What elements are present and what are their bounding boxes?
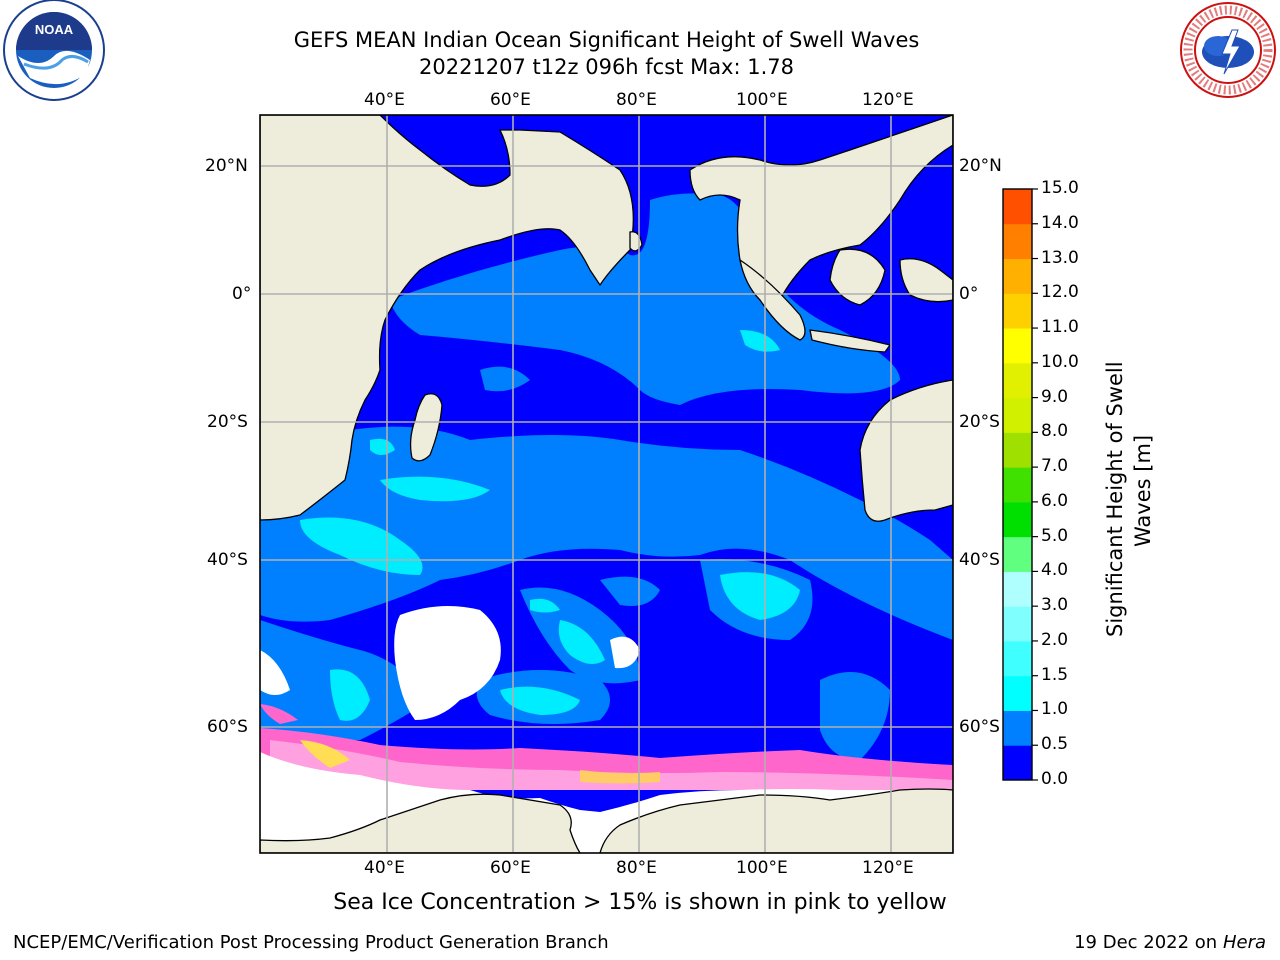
colorbar-segment (1003, 467, 1032, 503)
chart-title: GEFS MEAN Indian Ocean Significant Heigh… (293, 28, 920, 52)
lon-tick-top: 60°E (490, 90, 531, 110)
colorbar-segment (1003, 571, 1032, 607)
lon-tick-top: 80°E (616, 90, 657, 110)
lat-tick-right: 60°S (959, 717, 1000, 737)
sea-ice-note: Sea Ice Concentration > 15% is shown in … (333, 890, 947, 915)
colorbar-segment (1003, 432, 1032, 468)
lon-tick-bottom: 40°E (364, 858, 405, 878)
lon-tick-top: 120°E (862, 90, 914, 110)
colorbar-tick-label: 15.0 (1041, 178, 1079, 198)
colorbar-tick-label: 10.0 (1041, 351, 1079, 372)
footer-date: 19 Dec 2022 on Hera (1074, 932, 1266, 953)
footer-branch: NCEP/EMC/Verification Post Processing Pr… (13, 932, 609, 953)
map-frame (259, 114, 954, 854)
colorbar-tick-label: 1.5 (1041, 664, 1069, 685)
colorbar-tick-label: 8.0 (1041, 421, 1069, 442)
colorbar-tick-label: 14.0 (1041, 212, 1079, 233)
lat-tick-right: 20°S (959, 412, 1000, 432)
lon-tick-top: 40°E (364, 90, 405, 110)
lat-tick-right: 0° (959, 284, 979, 304)
lat-tick-left: 60°S (207, 717, 248, 737)
footer-machine: Hera (1222, 932, 1266, 953)
colorbar-segment (1003, 362, 1032, 399)
lon-tick-bottom: 80°E (616, 858, 657, 878)
colorbar-segment (1003, 258, 1032, 294)
colorbar-label-line1: Significant Height of Swell (1103, 361, 1127, 637)
colorbar-segment (1003, 536, 1032, 572)
colorbar-segment (1003, 675, 1032, 711)
lon-tick-bottom: 120°E (862, 858, 914, 878)
colorbar-segment (1003, 710, 1032, 746)
colorbar-segment (1003, 606, 1032, 642)
colorbar-tick-label: 1.0 (1041, 699, 1069, 720)
colorbar-tick-label: 7.0 (1041, 456, 1069, 477)
lon-tick-top: 100°E (736, 90, 788, 110)
lat-tick-left: 20°N (205, 156, 248, 176)
colorbar-tick-label: 13.0 (1041, 247, 1079, 268)
lon-tick-bottom: 60°E (490, 858, 531, 878)
colorbar-tick-label: 11.0 (1041, 317, 1079, 338)
colorbar-segment (1003, 397, 1032, 433)
nws-logo (1180, 2, 1276, 98)
colorbar-segment (1003, 640, 1032, 677)
svg-text:NOAA: NOAA (35, 22, 74, 37)
colorbar-tick-label: 6.0 (1041, 490, 1069, 511)
colorbar-label-line2: Waves [m] (1131, 434, 1155, 547)
colorbar-tick-label: 5.0 (1041, 525, 1069, 546)
lon-tick-bottom: 100°E (736, 858, 788, 878)
lat-tick-right: 40°S (959, 550, 1000, 570)
chart-subtitle: 20221207 t12z 096h fcst Max: 1.78 (419, 55, 794, 79)
colorbar-tick-label: 9.0 (1041, 386, 1069, 407)
colorbar-tick-label: 0.5 (1041, 734, 1069, 755)
colorbar-segment (1003, 293, 1032, 329)
noaa-logo: NOAA (3, 0, 105, 101)
colorbar-tick-label: 12.0 (1041, 282, 1079, 303)
colorbar-tick-label: 3.0 (1041, 595, 1069, 616)
colorbar-tick-label: 0.0 (1041, 769, 1069, 789)
colorbar-segment (1003, 223, 1032, 260)
lat-tick-left: 40°S (207, 550, 248, 570)
colorbar-segment (1003, 189, 1032, 225)
colorbar-segment (1003, 745, 1032, 781)
colorbar-tick-label: 2.0 (1041, 629, 1069, 650)
lat-tick-left: 0° (232, 284, 252, 304)
colorbar-tick-label: 4.0 (1041, 560, 1069, 581)
colorbar-segment (1003, 328, 1032, 364)
colorbar-segment (1003, 501, 1032, 538)
lat-tick-right: 20°N (959, 156, 1002, 176)
lat-tick-left: 20°S (207, 412, 248, 432)
